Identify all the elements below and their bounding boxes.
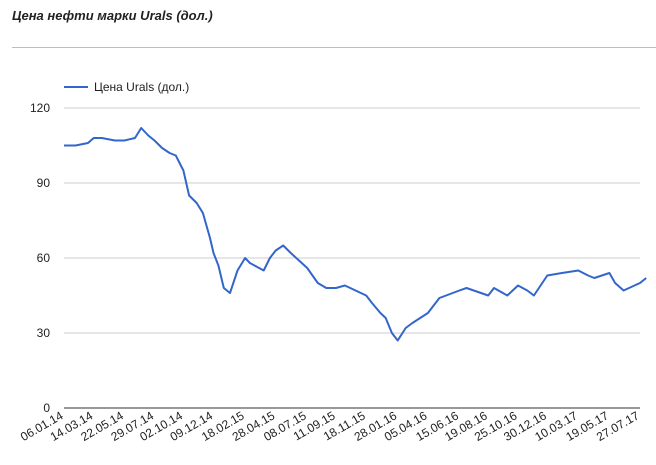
x-axis-ticks: 06.01.1414.03.1422.05.1429.07.1402.10.14… xyxy=(18,408,642,444)
chart-title: Цена нефти марки Urals (дол.) xyxy=(12,8,213,23)
series-layer xyxy=(64,127,647,342)
y-tick-label: 30 xyxy=(37,326,51,340)
y-tick-label: 120 xyxy=(30,101,50,115)
legend-label: Цена Urals (дол.) xyxy=(94,80,189,94)
y-tick-label: 0 xyxy=(43,401,50,415)
y-tick-label: 60 xyxy=(37,251,51,265)
gridlines xyxy=(64,107,640,409)
legend: Цена Urals (дол.) xyxy=(64,80,189,94)
series-line-urals xyxy=(64,127,647,342)
y-tick-label: 90 xyxy=(37,176,51,190)
title-divider xyxy=(12,47,656,48)
y-axis-ticks: 0 30 60 90 120 xyxy=(30,101,50,415)
